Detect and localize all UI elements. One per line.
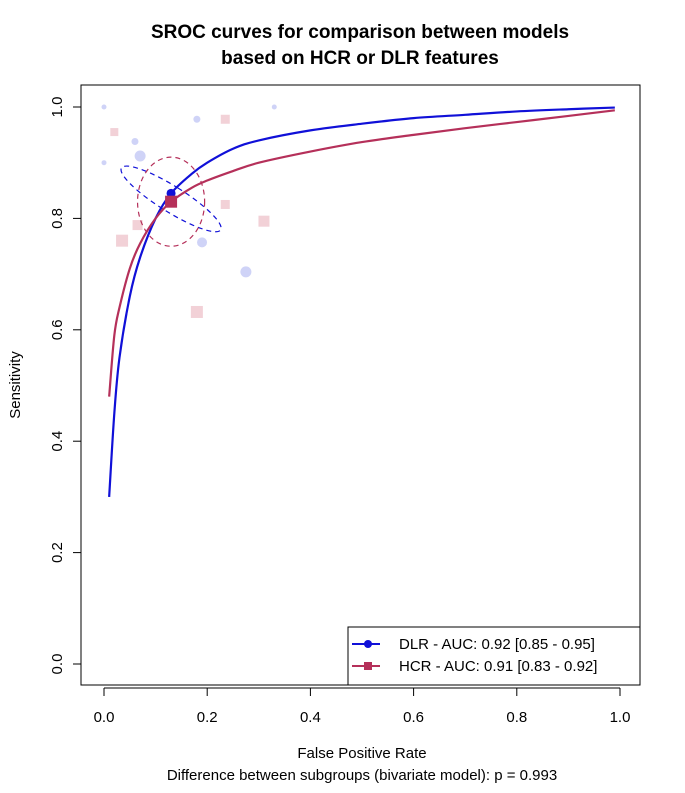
- legend-hcr-label: HCR - AUC: 0.91 [0.83 - 0.92]: [399, 658, 597, 675]
- study-point-dlr: [240, 266, 252, 278]
- x-tick-label: 0.8: [506, 709, 527, 726]
- study-point-dlr: [134, 150, 146, 162]
- study-point-hcr: [116, 234, 129, 247]
- study-point-dlr: [101, 104, 107, 110]
- study-point-hcr: [220, 199, 230, 209]
- y-axis-label: Sensitivity: [7, 351, 24, 419]
- study-point-hcr: [132, 220, 143, 231]
- y-tick-label: 0.8: [49, 208, 66, 229]
- confidence-region-dlr: [120, 165, 222, 233]
- study-point-dlr: [101, 160, 107, 166]
- plot-area: 0.0 0.2 0.4 0.6 0.8 1.0 0.0 0.2 0.4 0.6 0.8 1.0: [49, 84, 641, 726]
- sroc-curve-dlr: [108, 106, 615, 497]
- footnote: Difference between subgroups (bivariate …: [167, 767, 557, 784]
- legend-dlr-marker: [364, 640, 372, 648]
- study-point-hcr: [258, 215, 270, 227]
- study-point-dlr: [271, 104, 277, 110]
- study-point-hcr: [110, 128, 119, 137]
- legend: DLR - AUC: 0.92 [0.85 - 0.95] HCR - AUC:…: [347, 626, 641, 686]
- x-tick-label: 0.6: [403, 709, 424, 726]
- y-tick-label: 0.0: [49, 654, 66, 675]
- study-point-dlr: [197, 237, 208, 248]
- y-tick-label: 0.4: [49, 431, 66, 452]
- legend-hcr-marker: [364, 662, 372, 670]
- summary-point-dlr: [166, 188, 176, 198]
- study-point-dlr: [193, 115, 201, 123]
- sroc-curve-hcr: [108, 109, 615, 397]
- confidence-region-hcr: [136, 156, 206, 247]
- chart-title-line1: SROC curves for comparison between model…: [151, 22, 569, 43]
- x-tick-label: 0.4: [300, 709, 321, 726]
- study-point-hcr: [220, 114, 230, 124]
- plot-frame: [80, 84, 641, 686]
- study-point-dlr: [131, 138, 139, 146]
- x-tick-label: 0.2: [197, 709, 218, 726]
- x-tick-label: 1.0: [610, 709, 631, 726]
- x-axis-label: False Positive Rate: [297, 745, 426, 762]
- y-tick-label: 0.2: [49, 542, 66, 563]
- legend-dlr-label: DLR - AUC: 0.92 [0.85 - 0.95]: [399, 636, 595, 653]
- chart-title-line2: based on HCR or DLR features: [221, 48, 499, 69]
- study-point-hcr: [190, 305, 203, 318]
- summary-point-hcr: [165, 195, 178, 208]
- y-tick-label: 1.0: [49, 97, 66, 118]
- x-tick-label: 0.0: [94, 709, 115, 726]
- y-tick-label: 0.6: [49, 319, 66, 340]
- legend-box: [347, 626, 641, 686]
